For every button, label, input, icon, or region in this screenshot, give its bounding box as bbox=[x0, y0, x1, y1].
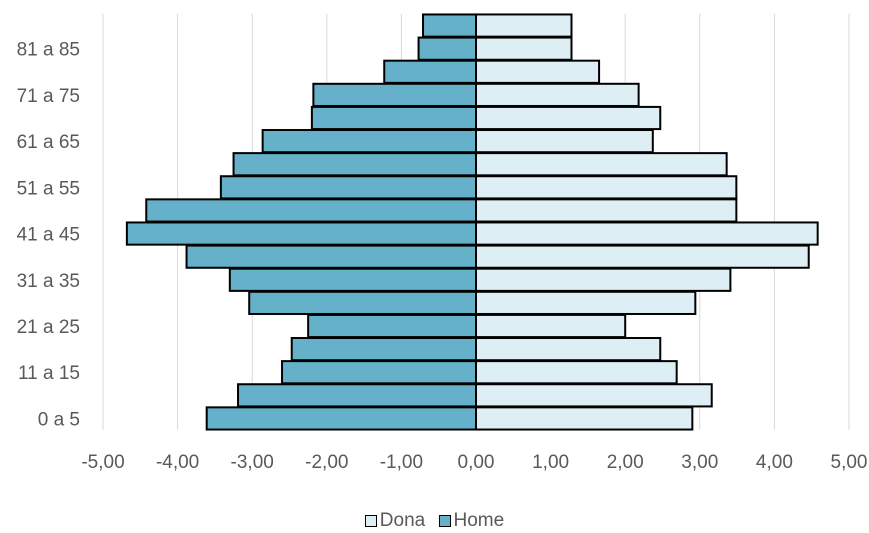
bar-home bbox=[248, 290, 477, 315]
bar-home bbox=[281, 360, 478, 385]
bar-dona bbox=[475, 175, 738, 200]
bar-dona bbox=[475, 129, 654, 154]
x-tick-label: -1,00 bbox=[380, 452, 423, 473]
legend-item-home: Home bbox=[438, 510, 505, 532]
legend-label-home: Home bbox=[453, 510, 505, 531]
y-tick-label: 31 a 35 bbox=[17, 271, 80, 292]
bar-home bbox=[125, 221, 477, 246]
bar-home bbox=[219, 175, 477, 200]
bar-dona bbox=[475, 360, 678, 385]
x-tick-label: 1,00 bbox=[532, 452, 569, 473]
y-tick-label: 61 a 65 bbox=[17, 132, 80, 153]
bar-home bbox=[383, 59, 478, 84]
bar-dona bbox=[475, 313, 627, 339]
y-tick-label: 81 a 85 bbox=[17, 40, 80, 61]
bar-dona bbox=[475, 59, 601, 84]
bar-dona bbox=[475, 337, 662, 362]
x-tick-label: 4,00 bbox=[756, 452, 793, 473]
y-tick-label: 11 a 15 bbox=[18, 363, 80, 384]
bar-dona bbox=[475, 221, 819, 246]
bar-home bbox=[307, 313, 477, 339]
x-tick-label: -3,00 bbox=[231, 452, 274, 473]
bar-home bbox=[310, 105, 477, 131]
x-axis-labels: -5,00 -4,00 -3,00 -2,00 -1,00 0,00 1,00 2,00 3,0… bbox=[81, 452, 867, 473]
y-tick-label: 0 a 5 bbox=[38, 409, 80, 430]
bars bbox=[125, 13, 819, 431]
bar-home bbox=[290, 337, 477, 362]
bar-dona bbox=[475, 105, 662, 131]
y-axis-labels: 0 a 5 11 a 15 21 a 25 31 a 35 41 a 45 51 a 55… bbox=[17, 40, 80, 431]
bar-home bbox=[261, 129, 478, 154]
bar-dona bbox=[475, 406, 694, 431]
bar-dona bbox=[475, 244, 810, 269]
legend: Dona Home bbox=[0, 510, 869, 533]
bar-home bbox=[145, 198, 477, 223]
x-tick-label: 0,00 bbox=[458, 452, 495, 473]
bar-home bbox=[417, 36, 478, 61]
x-tick-label: -2,00 bbox=[305, 452, 348, 473]
y-tick-label: 21 a 25 bbox=[17, 317, 80, 338]
bar-home bbox=[312, 82, 478, 107]
x-tick-label: -4,00 bbox=[156, 452, 199, 473]
bar-dona bbox=[475, 198, 738, 223]
bar-dona bbox=[475, 290, 697, 315]
bar-home bbox=[232, 152, 477, 177]
legend-label-dona: Dona bbox=[379, 510, 426, 531]
bar-dona bbox=[475, 383, 713, 408]
bar-home bbox=[422, 13, 477, 38]
y-tick-label: 41 a 45 bbox=[17, 225, 80, 246]
bar-dona bbox=[475, 267, 732, 292]
x-tick-label: -5,00 bbox=[81, 452, 124, 473]
y-tick-label: 51 a 55 bbox=[17, 178, 80, 199]
legend-item-dona: Dona bbox=[364, 510, 426, 532]
bar-dona bbox=[475, 82, 640, 107]
bar-home bbox=[237, 383, 477, 408]
bar-home bbox=[185, 244, 477, 269]
y-tick-label: 71 a 75 bbox=[17, 86, 80, 107]
bar-home bbox=[205, 406, 477, 431]
bar-dona bbox=[475, 36, 573, 61]
x-tick-label: 5,00 bbox=[831, 452, 868, 473]
bar-home bbox=[228, 267, 477, 292]
bar-dona bbox=[475, 13, 573, 38]
x-tick-label: 3,00 bbox=[681, 452, 718, 473]
legend-swatch-home bbox=[438, 515, 451, 527]
bar-dona bbox=[475, 152, 728, 177]
x-tick-label: 2,00 bbox=[607, 452, 644, 473]
legend-swatch-dona bbox=[364, 515, 377, 527]
